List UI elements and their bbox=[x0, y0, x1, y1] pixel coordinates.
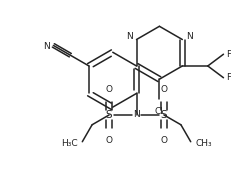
Text: N: N bbox=[43, 42, 49, 51]
Text: O: O bbox=[160, 135, 167, 145]
Text: N: N bbox=[133, 111, 139, 119]
Text: O: O bbox=[105, 135, 112, 145]
Text: F: F bbox=[225, 73, 231, 82]
Text: CH₃: CH₃ bbox=[195, 139, 211, 148]
Text: N: N bbox=[125, 32, 132, 41]
Text: Cl: Cl bbox=[154, 107, 163, 116]
Text: H₃C: H₃C bbox=[61, 139, 77, 148]
Text: N: N bbox=[185, 32, 192, 41]
Text: S: S bbox=[160, 110, 167, 120]
Text: F: F bbox=[225, 50, 231, 59]
Text: S: S bbox=[105, 110, 112, 120]
Text: O: O bbox=[105, 85, 112, 94]
Text: O: O bbox=[160, 85, 167, 94]
